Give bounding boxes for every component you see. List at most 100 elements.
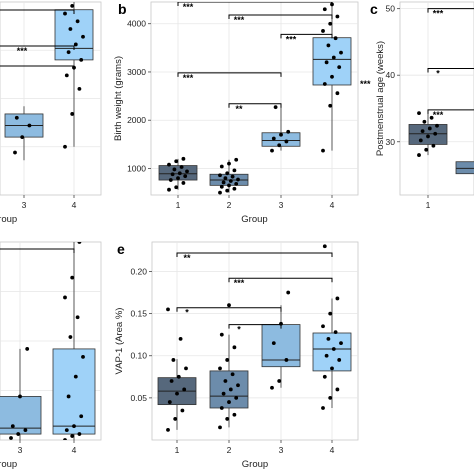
data-point	[225, 417, 230, 421]
data-point	[321, 406, 325, 410]
data-point	[13, 150, 17, 155]
panel-d: 3 4 Group	[0, 241, 102, 470]
data-point	[284, 358, 289, 362]
y-tick-label: 0.10	[130, 351, 147, 361]
data-point	[167, 400, 172, 404]
data-point	[227, 183, 231, 188]
plot-area-d	[0, 242, 96, 440]
data-point	[433, 131, 438, 136]
x-tick-label: 4	[72, 200, 77, 210]
data-point	[73, 42, 78, 47]
data-point	[223, 379, 228, 383]
data-point	[286, 290, 291, 295]
data-point	[64, 428, 69, 432]
data-point	[218, 425, 222, 430]
data-point	[321, 324, 325, 329]
data-point	[324, 60, 329, 65]
significance-bracket	[280, 33, 333, 39]
y-tick-label: 50	[386, 4, 396, 14]
data-point	[418, 138, 423, 143]
x-axis-title: Group	[242, 459, 268, 470]
box-group-4	[52, 348, 96, 435]
data-point	[328, 21, 333, 26]
plot-area-e: *******	[157, 244, 352, 432]
x-axis-title: Group	[241, 214, 267, 225]
data-point	[417, 111, 421, 116]
data-point	[167, 162, 171, 167]
data-point	[321, 148, 325, 153]
data-point	[166, 307, 170, 312]
data-point	[422, 119, 427, 124]
data-point	[70, 434, 75, 438]
data-point	[234, 157, 239, 162]
data-point	[180, 408, 185, 413]
data-point	[337, 65, 342, 70]
significance-bracket	[427, 109, 474, 114]
data-point	[322, 82, 327, 86]
data-point	[77, 86, 82, 91]
data-point	[228, 387, 233, 392]
data-point	[27, 123, 32, 128]
data-point	[77, 242, 82, 244]
y-axis-title: Postmenstrual age (weeks)	[375, 41, 386, 156]
significance-bracket	[0, 9, 75, 14]
data-point	[176, 374, 181, 379]
data-point	[174, 185, 179, 190]
data-point	[218, 366, 222, 371]
data-point	[219, 184, 224, 189]
data-point	[184, 366, 188, 371]
significance-bracket	[427, 68, 474, 73]
data-point	[70, 275, 75, 280]
x-tick-label: 1	[426, 200, 431, 210]
data-point	[330, 74, 334, 79]
data-point	[81, 34, 85, 39]
data-point	[236, 383, 240, 388]
data-point	[70, 3, 75, 8]
x-tick-label: 3	[279, 445, 284, 455]
y-tick-label: 3000	[127, 67, 146, 77]
data-point	[225, 171, 230, 176]
data-point	[232, 345, 237, 350]
data-point	[420, 129, 425, 134]
data-point	[279, 132, 283, 137]
x-tick-label: 4	[330, 445, 335, 455]
data-point	[324, 353, 329, 358]
data-point	[236, 177, 240, 182]
significance-label: ***	[17, 46, 28, 56]
data-point	[335, 91, 340, 96]
data-point	[429, 115, 434, 120]
y-axis-title: Birth weight (grams)	[113, 56, 124, 141]
data-point	[221, 180, 226, 185]
data-point	[75, 315, 80, 320]
plot-area-b: **************	[158, 2, 352, 195]
x-tick-label: 1	[176, 200, 181, 210]
data-point	[171, 358, 176, 362]
data-point	[435, 123, 439, 128]
data-point	[232, 186, 237, 191]
data-point	[182, 387, 187, 392]
significance-label: ***	[183, 73, 194, 83]
data-point	[16, 432, 21, 436]
x-axis-title: Group	[0, 214, 17, 225]
box-group-4	[54, 9, 94, 61]
data-point	[68, 335, 73, 339]
data-point	[328, 103, 333, 108]
data-point	[170, 172, 175, 177]
data-point	[223, 176, 228, 181]
data-point	[70, 112, 75, 116]
significance-label: ***	[433, 9, 444, 19]
data-point	[431, 143, 436, 148]
data-point	[234, 182, 239, 186]
data-point	[66, 394, 71, 399]
data-point	[63, 11, 67, 16]
data-point	[321, 29, 325, 33]
x-tick-label: 4	[72, 445, 77, 455]
data-point	[178, 336, 183, 341]
data-point	[417, 153, 421, 157]
data-point	[64, 73, 69, 78]
data-point	[63, 144, 67, 149]
significance-label: ***	[360, 79, 371, 89]
